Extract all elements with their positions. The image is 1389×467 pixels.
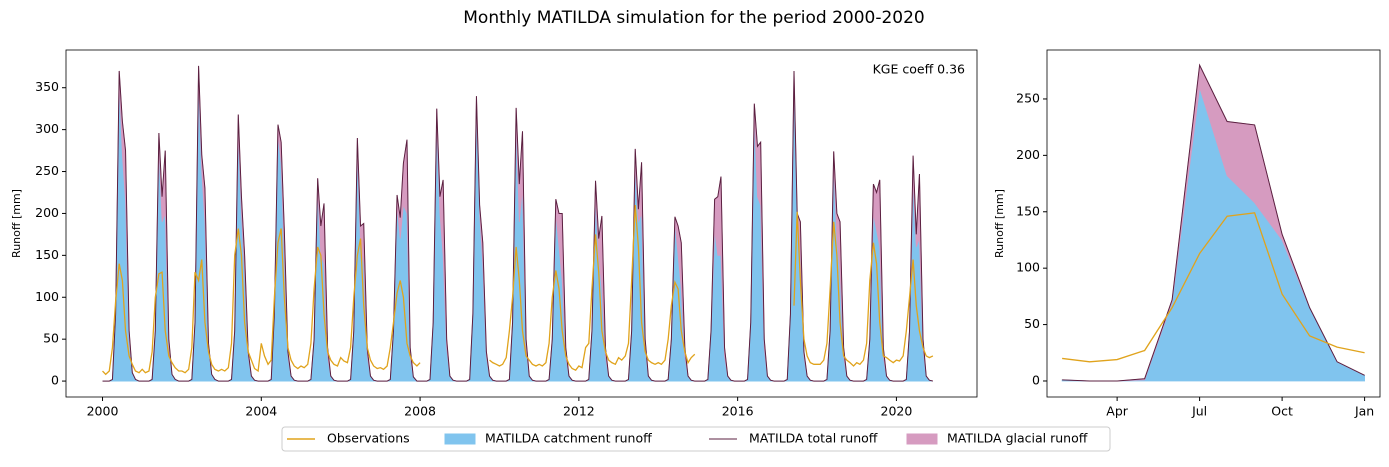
- y-axis-label: Runoff [mm]: [10, 189, 23, 258]
- observation-line: [102, 205, 934, 376]
- legend-label: MATILDA catchment runoff: [485, 431, 652, 446]
- y-tick-label: 200: [35, 205, 59, 220]
- y-tick-label: 200: [1016, 147, 1040, 162]
- legend-patch: [444, 433, 476, 445]
- x-tick-label: Oct: [1271, 404, 1293, 419]
- x-tick-label: 2012: [563, 404, 595, 419]
- figure-title: Monthly MATILDA simulation for the perio…: [463, 8, 924, 28]
- axes-frame: [65, 49, 978, 398]
- y-tick-label: 0: [51, 373, 59, 388]
- y-tick-label: 250: [35, 163, 59, 178]
- total-line: [1062, 63, 1365, 382]
- axes-frame: [1046, 49, 1381, 398]
- legend-box: [281, 426, 1111, 452]
- x-tick-label: 2016: [722, 404, 754, 419]
- legend-label: Observations: [327, 431, 410, 446]
- legend-patch: [906, 433, 938, 445]
- y-tick-label: 50: [1024, 316, 1040, 331]
- y-tick-label: 250: [1016, 90, 1040, 105]
- x-tick-label: Apr: [1106, 404, 1128, 419]
- x-tick-label: 2004: [245, 404, 277, 419]
- legend-label: MATILDA total runoff: [749, 431, 878, 446]
- y-tick-label: 350: [35, 79, 59, 94]
- total-line: [102, 65, 934, 382]
- x-tick-label: Jan: [1354, 404, 1374, 419]
- y-tick-label: 100: [1016, 260, 1040, 275]
- x-tick-label: 2008: [404, 404, 436, 419]
- x-tick-label: 2020: [881, 404, 913, 419]
- y-axis-label: Runoff [mm]: [993, 189, 1006, 258]
- stacked-area: [102, 79, 934, 382]
- x-tick-label: Jul: [1191, 404, 1207, 419]
- y-tick-label: 0: [1032, 372, 1040, 387]
- y-tick-label: 50: [43, 331, 59, 346]
- annotation: KGE coeff 0.36: [873, 62, 965, 77]
- observation-line: [1062, 212, 1365, 363]
- y-tick-label: 100: [35, 289, 59, 304]
- y-tick-label: 300: [35, 121, 59, 136]
- legend-label: MATILDA glacial runoff: [947, 431, 1088, 446]
- y-tick-label: 150: [1016, 203, 1040, 218]
- y-tick-label: 150: [35, 247, 59, 262]
- x-tick-label: 2000: [87, 404, 119, 419]
